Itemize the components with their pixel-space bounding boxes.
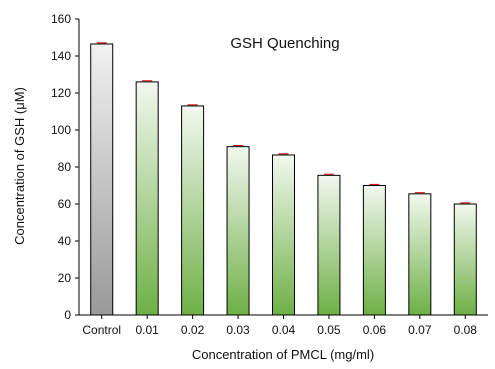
y-tick-label: 20 [58, 271, 72, 285]
error-bars-group [96, 42, 471, 204]
y-tick-label: 80 [58, 160, 72, 174]
y-tick-label: 160 [51, 12, 71, 26]
bar-0.04 [272, 154, 295, 316]
bar-0.05 [317, 174, 341, 316]
y-tick-label: 60 [58, 197, 72, 211]
y-axis-title: Concentration of GSH (μM) [12, 87, 27, 245]
y-tick-label: 120 [51, 86, 71, 100]
x-tick-label: 0.01 [135, 323, 159, 337]
chart-title: GSH Quenching [230, 35, 339, 52]
bar-0.03 [226, 146, 250, 316]
y-tick-label: 140 [51, 49, 71, 63]
x-tick-label: 0.06 [363, 323, 387, 337]
x-tick-label: 0.05 [317, 323, 341, 337]
bar-0.07 [408, 193, 432, 316]
y-tick-label: 100 [51, 123, 71, 137]
y-tick-label: 40 [58, 234, 72, 248]
x-tick-label: 0.08 [454, 323, 478, 337]
x-tick-label: 0.02 [181, 323, 205, 337]
y-tick-label: 0 [64, 308, 71, 322]
x-ticks-group: Control 0.01 0.02 0.03 0.04 0.05 0.06 0.07 0.08 [82, 315, 477, 337]
x-tick-label: 0.03 [226, 323, 250, 337]
x-axis-title: Concentration of PMCL (mg/ml) [192, 347, 374, 362]
bar-0.02 [181, 105, 205, 316]
bar-0.08 [453, 203, 477, 316]
x-tick-label: 0.07 [408, 323, 432, 337]
bars-group [90, 43, 477, 316]
x-tick-label: 0.04 [272, 323, 296, 337]
x-tick-label: Control [82, 323, 121, 337]
bar-0.06 [362, 185, 386, 316]
bar-Control [90, 43, 114, 316]
bar-0.01 [135, 81, 159, 316]
y-ticks-group: 0 20 40 60 80 100 120 140 160 [51, 12, 79, 322]
